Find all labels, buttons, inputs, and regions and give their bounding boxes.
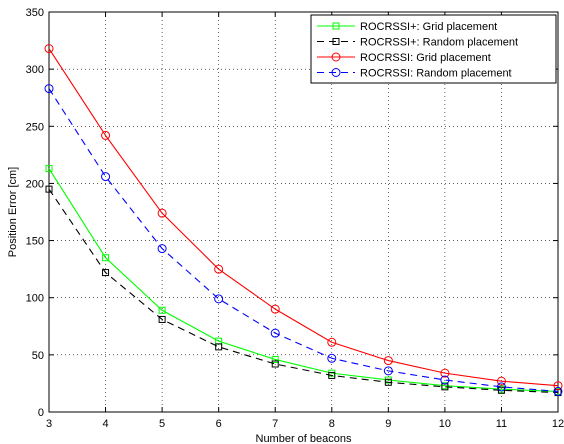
x-tick-label: 6 <box>216 418 222 430</box>
data-point <box>215 343 223 351</box>
data-point <box>496 376 506 386</box>
data-point <box>327 353 337 363</box>
data-point <box>44 84 54 94</box>
legend-marker <box>332 22 340 30</box>
y-tick-label: 250 <box>26 121 44 133</box>
data-point <box>214 294 224 304</box>
data-point <box>327 337 337 347</box>
y-tick-label: 0 <box>38 407 44 419</box>
y-tick-label: 200 <box>26 178 44 190</box>
series-4 <box>44 84 563 396</box>
legend-item: ROCRSSI+: Random placement <box>317 37 518 49</box>
y-tick-label: 350 <box>26 7 44 19</box>
grid-layer <box>49 12 558 412</box>
data-point <box>496 382 506 392</box>
data-point <box>157 208 167 218</box>
legend-marker <box>332 38 340 45</box>
series-line <box>48 188 559 394</box>
x-tick-label: 12 <box>552 418 564 430</box>
y-tick-label: 100 <box>26 293 44 305</box>
data-point <box>45 185 53 193</box>
data-point <box>384 378 392 386</box>
x-tick-label: 10 <box>439 418 451 430</box>
x-tick-label: 5 <box>159 418 165 430</box>
series-layer <box>44 44 563 397</box>
data-point <box>157 244 167 254</box>
data-point <box>271 355 279 363</box>
series-line <box>48 48 559 387</box>
series-2 <box>45 185 562 397</box>
legend-marker <box>331 68 341 77</box>
legend-label: ROCRSSI: Grid placement <box>360 52 491 64</box>
legend: ROCRSSI+: Grid placement ROCRSSI+: Random… <box>310 14 557 84</box>
series-line <box>48 168 559 392</box>
legend-marker <box>331 52 341 62</box>
data-point <box>553 386 563 396</box>
series-3 <box>44 44 563 391</box>
data-point <box>101 172 111 182</box>
data-point <box>440 375 450 385</box>
data-point <box>270 328 280 338</box>
data-point <box>383 366 393 376</box>
x-tick-label: 9 <box>385 418 391 430</box>
data-point <box>102 254 110 262</box>
data-point <box>271 360 279 368</box>
data-point <box>45 165 53 173</box>
data-point <box>158 315 166 323</box>
x-tick-label: 7 <box>272 418 278 430</box>
data-point <box>383 356 393 366</box>
data-point <box>270 304 280 314</box>
legend-label: ROCRSSI+: Grid placement <box>360 21 497 33</box>
legend-item: ROCRSSI: Grid placement <box>317 52 491 64</box>
data-point <box>158 306 166 314</box>
data-point <box>553 381 563 391</box>
x-axis-label: Number of beacons <box>256 433 352 444</box>
data-point <box>101 130 111 140</box>
data-point <box>497 386 505 394</box>
x-tick-label: 4 <box>102 418 108 430</box>
y-tick-label: 50 <box>32 350 44 362</box>
series-line <box>48 88 559 392</box>
y-axis-label: Position Error [cm] <box>7 167 19 257</box>
legend-item: ROCRSSI+: Grid placement <box>317 21 497 33</box>
x-tick-label: 11 <box>496 418 507 430</box>
y-tick-label: 300 <box>26 64 44 76</box>
plot-frame <box>48 11 559 413</box>
legend-label: ROCRSSI+: Random placement <box>360 37 518 49</box>
data-point <box>214 264 224 274</box>
data-point <box>102 269 110 277</box>
x-tick-label: 3 <box>46 418 52 430</box>
data-point <box>44 44 54 54</box>
y-tick-label: 150 <box>26 236 44 248</box>
legend-label: ROCRSSI: Random placement <box>360 68 512 80</box>
data-point <box>440 368 450 378</box>
tick-layer: 3 4 5 6 7 8 9 10 11 12 0 50 100 150 200 250 300 350 <box>26 7 564 430</box>
legend-item: ROCRSSI: Random placement <box>317 68 512 80</box>
x-tick-label: 8 <box>329 418 335 430</box>
data-point <box>328 371 336 379</box>
